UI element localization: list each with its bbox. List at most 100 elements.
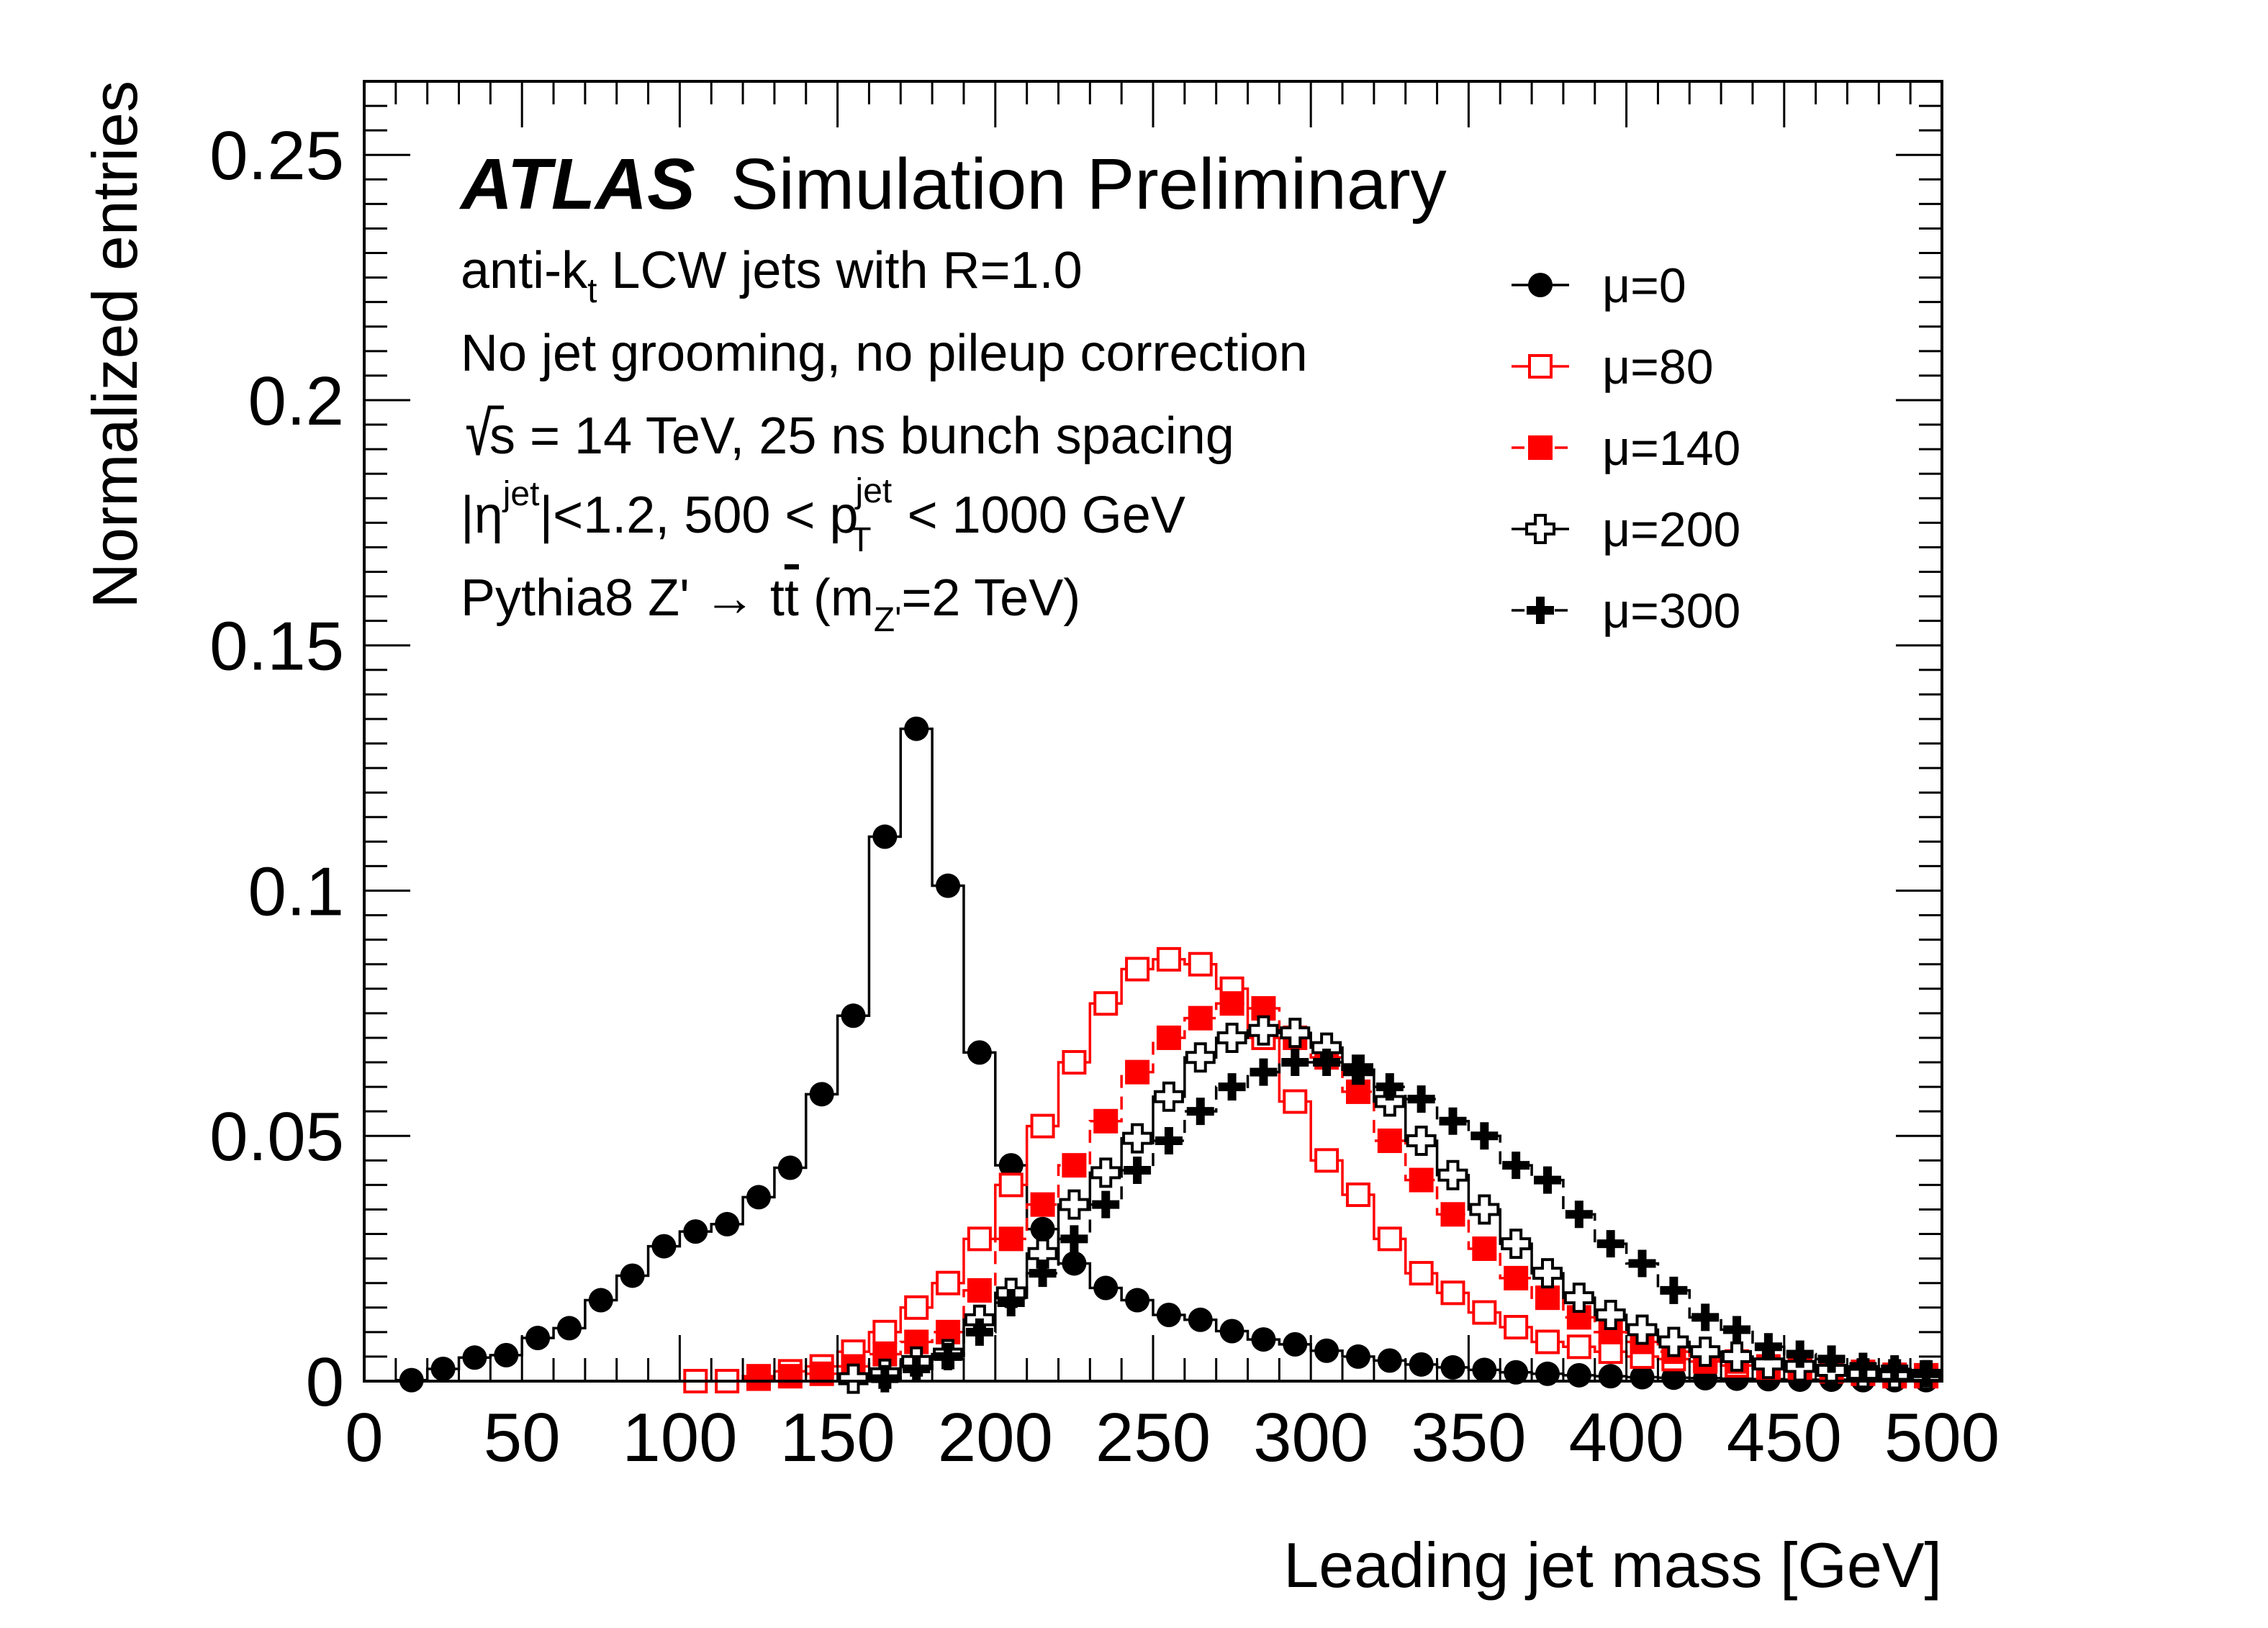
data-point: [525, 1326, 551, 1351]
data-point: [462, 1345, 487, 1370]
x-tick-label: 150: [780, 1399, 895, 1476]
data-point: [1661, 1365, 1686, 1390]
atlas-label: ATLAS: [458, 144, 695, 225]
data-point: [1722, 1341, 1753, 1372]
data-point: [1501, 1229, 1532, 1260]
data-point: [1062, 1050, 1087, 1075]
data-point: [1344, 1056, 1372, 1084]
data-point: [1377, 1129, 1402, 1154]
tick-labels: 0 50 100 150 200 250 300 350 400 450 500 0 0.05 0.1 0.…: [209, 117, 2000, 1476]
data-point: [1374, 1086, 1405, 1117]
data-point: [1630, 1365, 1655, 1390]
tbar: t: [785, 569, 799, 627]
data-point: [809, 1082, 834, 1107]
legend-label: μ=200: [1602, 502, 1740, 557]
series-layer: [395, 716, 1942, 1394]
data-point: [1409, 1352, 1434, 1377]
data-point: [1627, 1314, 1658, 1345]
x-tick-label: 250: [1095, 1399, 1211, 1476]
data-point: [904, 716, 929, 741]
data-point: [1093, 991, 1119, 1016]
data-point: [1439, 1107, 1467, 1135]
data-point: [1596, 1230, 1625, 1258]
data-point: [1030, 1113, 1055, 1139]
data-point: [715, 1211, 740, 1236]
data-point: [1598, 1339, 1623, 1365]
data-point: [1472, 1300, 1497, 1325]
data-point: [556, 1316, 582, 1341]
x-tick-label: 450: [1727, 1399, 1842, 1476]
data-point: [1563, 1283, 1594, 1313]
annotation-kinematics: |ηjet|<1.2, 500 < pjet T < 1000 GeV: [461, 472, 1185, 559]
data-point: [967, 1040, 992, 1065]
data-point: [838, 1363, 869, 1394]
x-axis-label: Leading jet mass [GeV]: [1283, 1529, 1942, 1601]
series-line: [679, 958, 1942, 1383]
data-point: [1912, 1360, 1941, 1388]
data-point: [1314, 1338, 1339, 1363]
data-point: [903, 1355, 931, 1383]
data-point: [1345, 1182, 1370, 1208]
data-point: [1377, 1226, 1402, 1252]
data-point: [936, 1270, 961, 1295]
data-point: [1472, 1236, 1497, 1261]
series-line: [869, 1061, 1942, 1380]
y-tick-label: 0.25: [209, 117, 344, 194]
y-tick-label: 0.15: [209, 608, 344, 685]
legend-marker: [1527, 597, 1554, 624]
status-label: Simulation Preliminary: [731, 144, 1447, 225]
data-point: [1409, 1167, 1434, 1193]
data-point: [871, 1365, 899, 1393]
data-point: [1188, 1307, 1213, 1332]
data-point: [1122, 1123, 1153, 1154]
x-tick-label: 100: [622, 1399, 737, 1476]
data-point: [1409, 1261, 1434, 1286]
data-point: [1060, 1225, 1088, 1253]
data-point: [1283, 1331, 1308, 1357]
data-point: [1534, 1166, 1561, 1194]
x-tick-label: 0: [345, 1399, 383, 1476]
data-point: [1532, 1258, 1563, 1289]
sqrt-symbol: [466, 405, 504, 456]
data-point: [1753, 1349, 1784, 1380]
data-point: [967, 1226, 992, 1252]
data-point: [997, 1288, 1025, 1316]
legend-label: μ=300: [1602, 584, 1740, 638]
data-point: [1251, 1327, 1276, 1352]
legend-label: μ=80: [1602, 340, 1714, 394]
data-point: [588, 1288, 613, 1313]
x-tick-label: 200: [938, 1399, 1053, 1476]
x-tick-label: 50: [484, 1399, 561, 1476]
annotation-grooming: No jet grooming, no pileup correction: [461, 325, 1308, 382]
data-point: [1314, 1148, 1339, 1173]
data-point: [1566, 1362, 1591, 1388]
data-point: [936, 873, 961, 898]
x-tick-label: 400: [1569, 1399, 1684, 1476]
data-point: [1472, 1357, 1497, 1383]
data-point: [1188, 951, 1213, 977]
x-tick-label: 300: [1253, 1399, 1368, 1476]
data-point: [1030, 1192, 1055, 1217]
data-point: [998, 1226, 1024, 1252]
data-point: [1786, 1340, 1814, 1368]
data-point: [1062, 1251, 1087, 1276]
data-point: [1535, 1285, 1560, 1311]
legend-marker: [1525, 514, 1555, 544]
data-point: [1566, 1334, 1591, 1360]
data-point: [1156, 1025, 1181, 1050]
data-point: [494, 1342, 519, 1367]
data-point: [904, 1295, 929, 1320]
series-4: [869, 1049, 1942, 1393]
data-point: [1156, 946, 1181, 972]
data-point: [746, 1366, 771, 1391]
data-point: [1125, 1059, 1150, 1085]
data-point: [1470, 1122, 1499, 1150]
data-point: [1155, 1127, 1183, 1155]
data-point: [934, 1342, 962, 1370]
data-point: [1502, 1152, 1530, 1180]
data-point: [1124, 1156, 1152, 1184]
y-tick-label: 0.2: [248, 363, 344, 440]
data-point: [1658, 1326, 1689, 1357]
data-point: [1469, 1194, 1500, 1225]
data-point: [1881, 1355, 1909, 1383]
